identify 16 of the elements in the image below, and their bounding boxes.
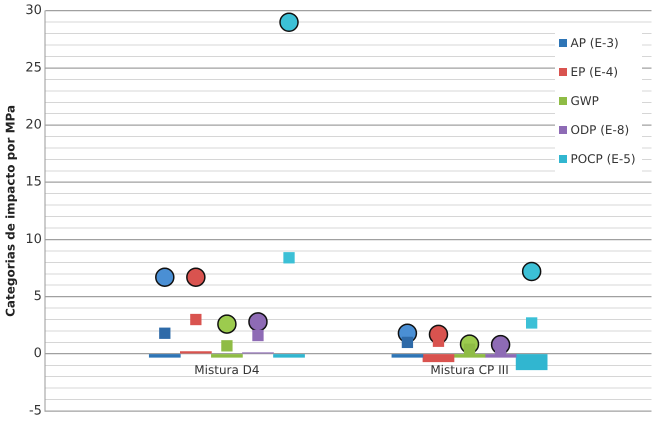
y-tick-label: 25 (25, 60, 42, 76)
x-tick-label: Mistura D4 (194, 362, 260, 377)
y-tick-label: 20 (25, 118, 42, 133)
y-tick-label: 30 (25, 3, 42, 18)
legend-label: GWP (570, 94, 599, 108)
y-axis-title: Categorias de impacto por MPa (3, 104, 18, 317)
y-tick-label: -5 (28, 403, 42, 418)
y-tick-label: 0 (34, 346, 42, 362)
y-tick-label: 10 (25, 232, 42, 247)
y-tick-label: 5 (34, 289, 42, 304)
legend-label: POCP (E-5) (570, 152, 636, 166)
legend-label: EP (E-4) (570, 65, 618, 80)
legend-label: AP (E-3) (570, 36, 619, 50)
y-tick-label: 15 (25, 174, 42, 190)
x-tick-label: Mistura CP III (430, 362, 509, 377)
legend-label: ODP (E-8) (570, 123, 630, 138)
